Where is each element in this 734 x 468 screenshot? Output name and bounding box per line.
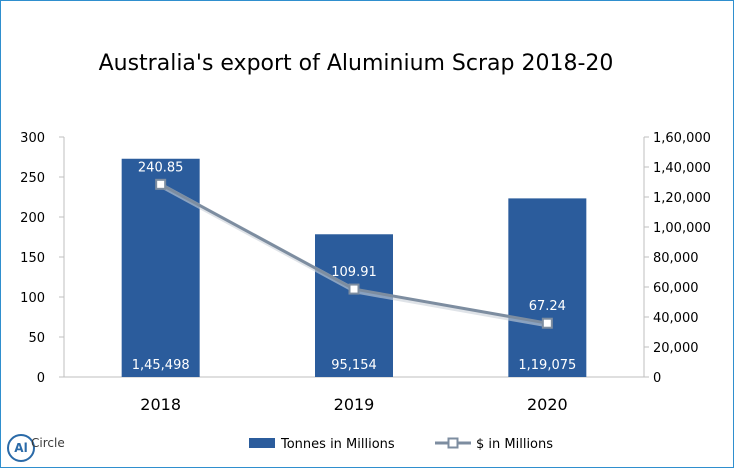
- legend-label-tonnes: Tonnes in Millions: [280, 437, 395, 452]
- x-tick-label: 2020: [527, 395, 568, 414]
- bar-data-label: 1,45,498: [132, 358, 190, 373]
- y-right-tick-label: 0: [653, 371, 661, 386]
- y-left-tick-label: 200: [20, 211, 45, 226]
- legend: Tonnes in Millions $ in Millions: [249, 437, 553, 452]
- line-series: [155, 178, 553, 329]
- y-right-tick-label: 40,000: [653, 311, 699, 326]
- y-right-tick-label: 1,00,000: [653, 221, 711, 236]
- legend-swatch-tonnes: [249, 438, 275, 448]
- alcircle-logo-icon: Al: [7, 434, 35, 462]
- y-right-tick-label: 80,000: [653, 251, 699, 266]
- y-right-tick-label: 1,60,000: [653, 131, 711, 146]
- data-labels: 1,45,498 95,154 1,19,075 240.85 109.91 67.24: [132, 160, 577, 373]
- y-right-tick-label: 60,000: [653, 281, 699, 296]
- chart-title: Australia's export of Aluminium Scrap 20…: [99, 51, 614, 76]
- alcircle-logo-word: Circle: [31, 436, 65, 450]
- line-point-marker: [541, 317, 553, 329]
- y-left-tick-label: 250: [20, 171, 45, 186]
- alcircle-logo: Al Circle: [5, 431, 75, 465]
- line-data-label: 240.85: [138, 160, 184, 175]
- y-left-tick-label: 300: [20, 131, 45, 146]
- x-tick-label: 2018: [140, 395, 181, 414]
- line-point-marker: [155, 178, 167, 190]
- bar: [508, 198, 587, 377]
- axes: 0 50 100 150 200 250 300 0 20,000 40,000 60,000 80,…: [20, 131, 711, 414]
- line-data-label: 109.91: [331, 265, 377, 280]
- y-left-tick-label: 150: [20, 251, 45, 266]
- bar: [315, 234, 393, 377]
- y-right-tick-label: 1,20,000: [653, 191, 711, 206]
- legend-label-dollars: $ in Millions: [476, 437, 553, 452]
- bar: [121, 158, 200, 377]
- y-right-tick-label: 1,40,000: [653, 161, 711, 176]
- y-left-tick-label: 0: [37, 371, 45, 386]
- y-left-tick-label: 100: [20, 291, 45, 306]
- y-left-tick-label: 50: [28, 331, 45, 346]
- x-tick-label: 2019: [334, 395, 375, 414]
- line-point-marker: [348, 283, 360, 295]
- y-right-tick-label: 20,000: [653, 341, 699, 356]
- bar-data-label: 1,19,075: [518, 358, 576, 373]
- bar-data-label: 95,154: [331, 358, 377, 373]
- legend-swatch-marker: [447, 437, 459, 449]
- bar-series: [121, 158, 587, 377]
- line-data-label: 67.24: [529, 299, 566, 314]
